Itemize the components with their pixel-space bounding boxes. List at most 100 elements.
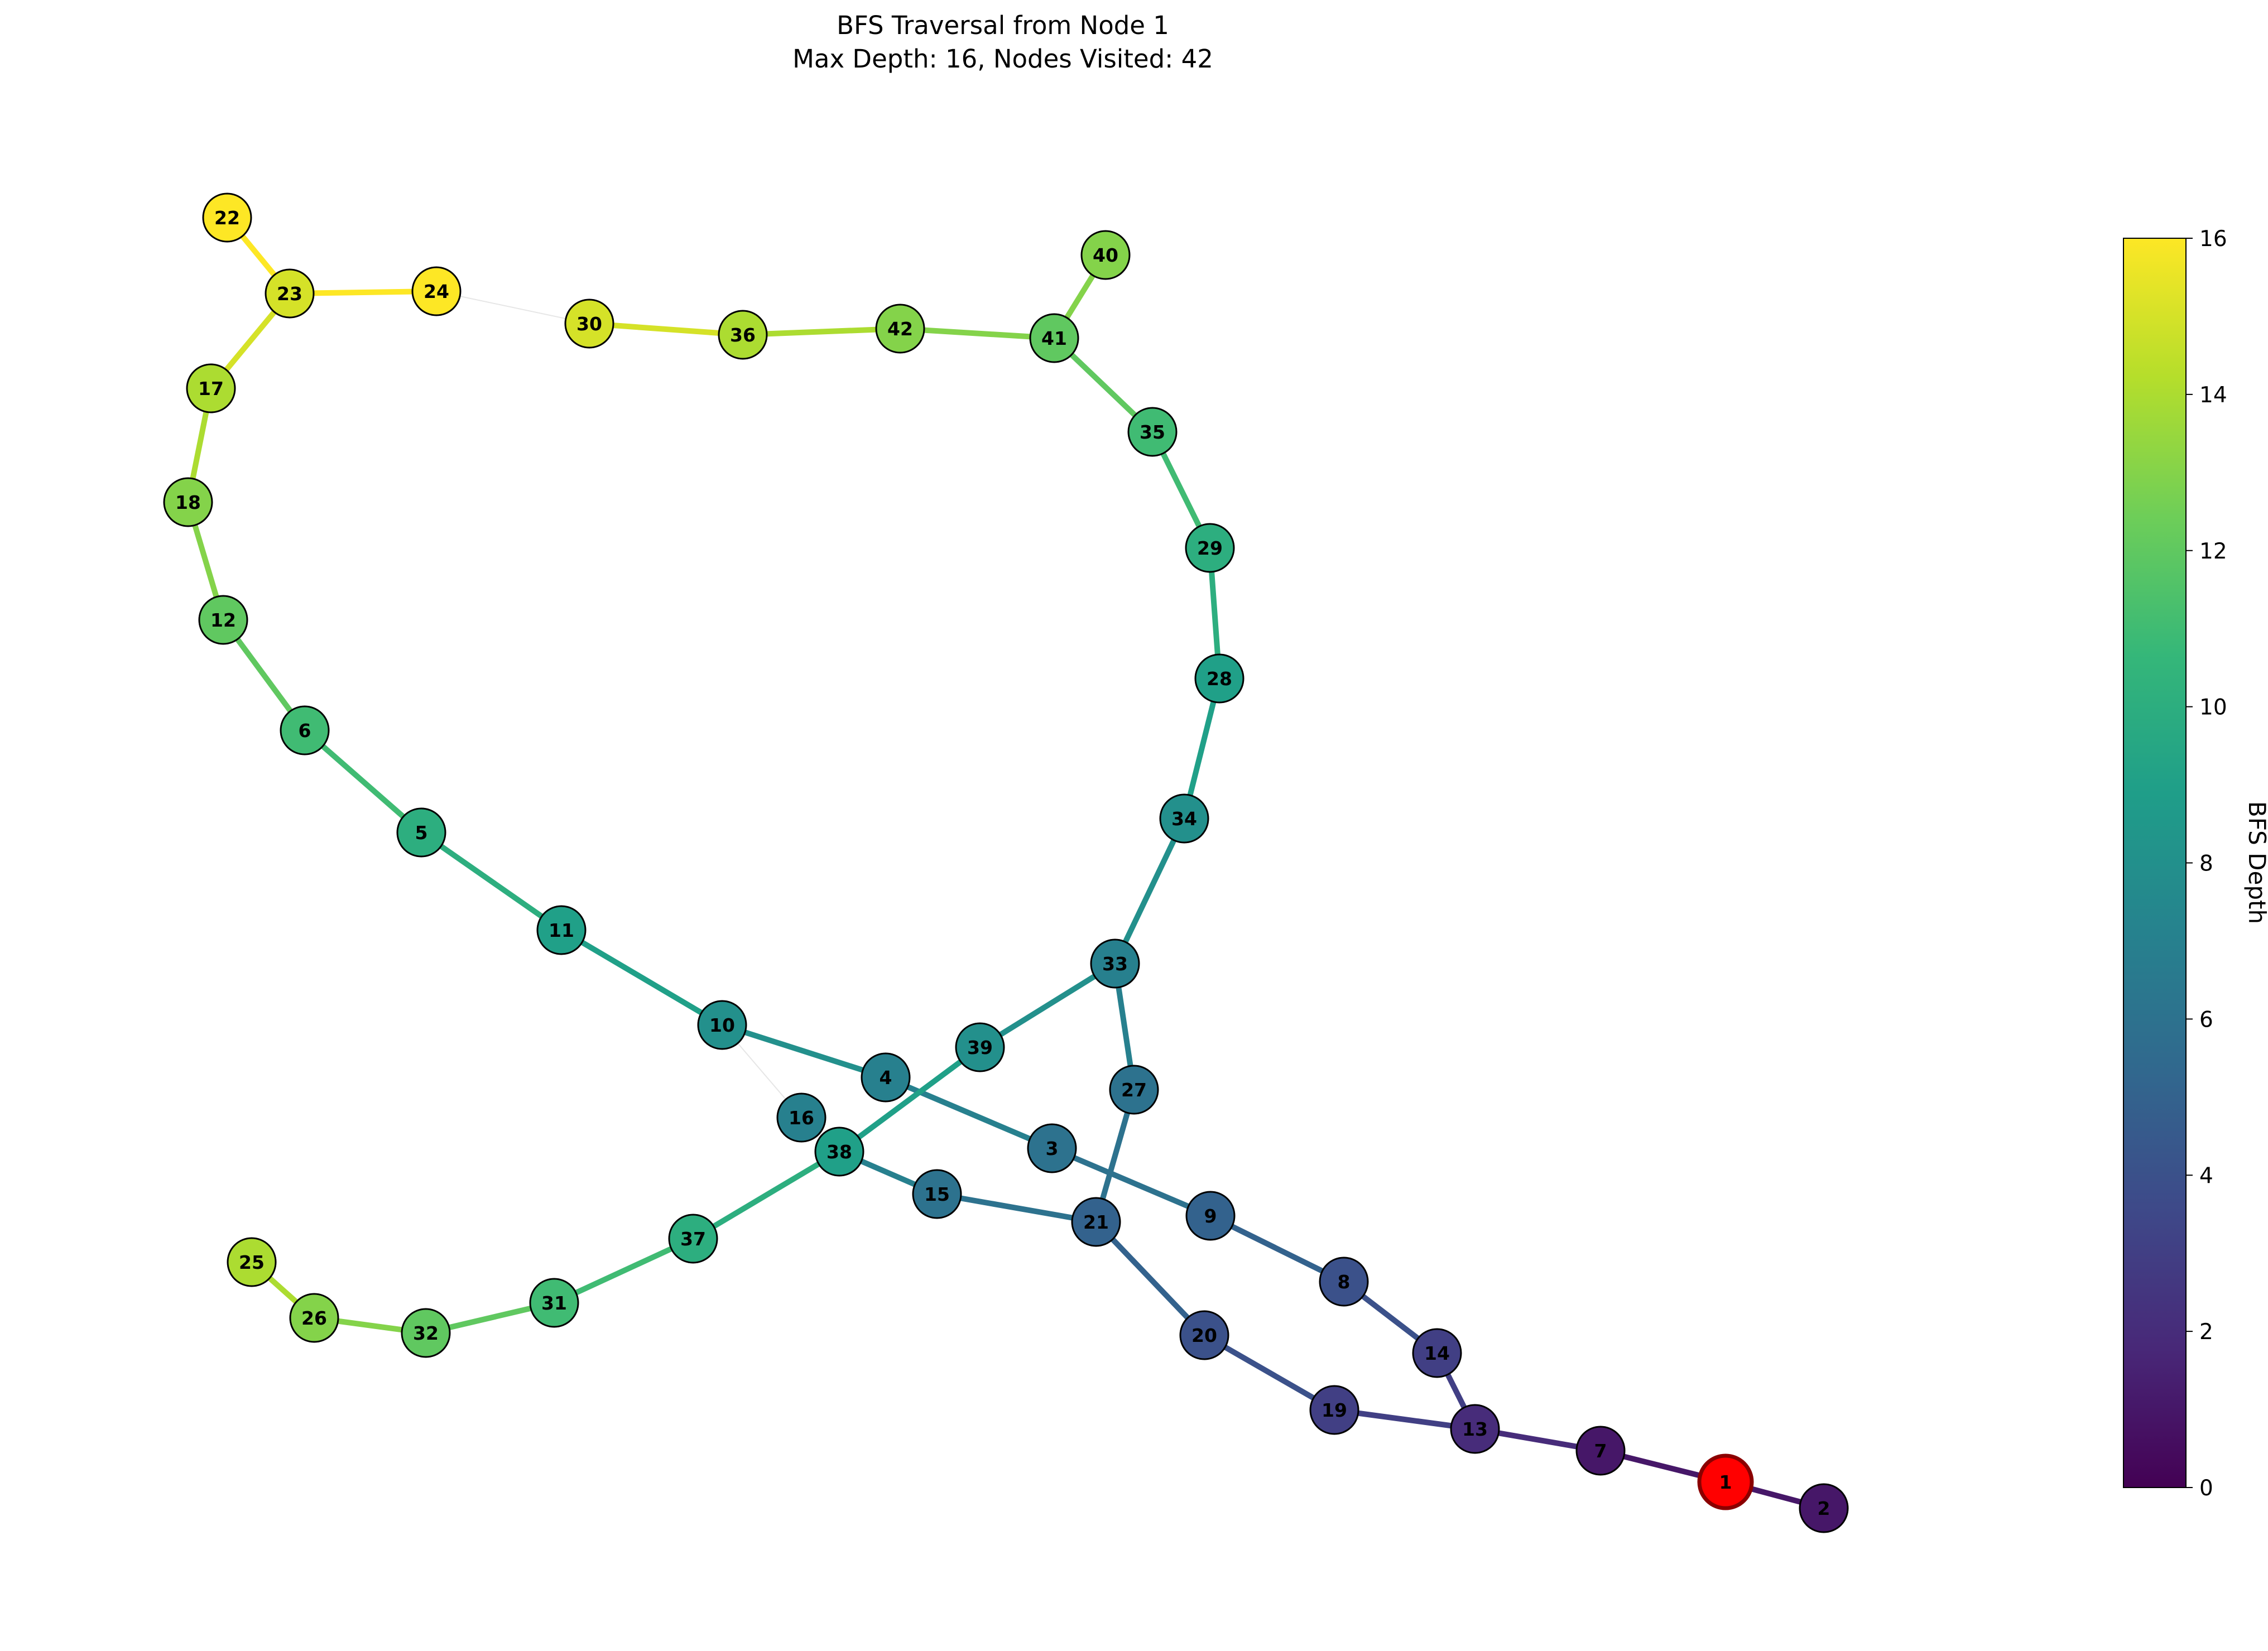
edge-39-38 xyxy=(837,1044,983,1154)
node-29: 29 xyxy=(1185,523,1235,573)
node-label-12: 12 xyxy=(210,609,236,631)
node-11: 11 xyxy=(536,905,587,955)
node-3: 3 xyxy=(1027,1123,1077,1173)
colorbar: 0 2 4 6 8 10 12 14 16 BFS Depth xyxy=(2123,227,2268,1501)
node-label-30: 30 xyxy=(576,313,602,335)
node-circle-34 xyxy=(1159,793,1209,844)
edge-10-11 xyxy=(559,927,725,1028)
edge-41-42 xyxy=(897,326,1057,341)
node-label-40: 40 xyxy=(1093,244,1118,266)
node-17: 17 xyxy=(186,363,236,413)
node-label-32: 32 xyxy=(413,1322,439,1344)
node-circle-24 xyxy=(411,266,462,316)
colorbar-tick-label-4: 4 xyxy=(2199,1163,2213,1188)
node-18: 18 xyxy=(163,477,213,527)
node-12: 12 xyxy=(198,595,248,645)
node-circle-15 xyxy=(912,1169,962,1219)
node-label-28: 28 xyxy=(1207,668,1232,690)
node-label-21: 21 xyxy=(1083,1211,1109,1233)
node-label-39: 39 xyxy=(967,1037,993,1058)
node-label-42: 42 xyxy=(887,318,913,340)
node-label-22: 22 xyxy=(214,207,240,229)
node-41: 41 xyxy=(1029,313,1079,363)
node-38: 38 xyxy=(814,1127,864,1177)
edge-33-39 xyxy=(977,961,1118,1050)
node-circle-4 xyxy=(861,1052,911,1103)
colorbar-ticks: 0 2 4 6 8 10 12 14 16 xyxy=(2186,227,2227,1501)
node-label-41: 41 xyxy=(1041,328,1067,349)
colorbar-tick-label-12: 12 xyxy=(2199,539,2227,564)
node-circle-13 xyxy=(1450,1404,1500,1454)
node-label-3: 3 xyxy=(1046,1138,1059,1159)
node-circle-2 xyxy=(1799,1483,1849,1533)
node-32: 32 xyxy=(401,1308,451,1358)
title-line-2: Max Depth: 16, Nodes Visited: 42 xyxy=(792,44,1213,74)
node-23: 23 xyxy=(265,268,315,319)
node-circle-41 xyxy=(1029,313,1079,363)
edge-9-3 xyxy=(1049,1145,1213,1219)
node-19: 19 xyxy=(1309,1385,1359,1435)
colorbar-tick-label-2: 2 xyxy=(2199,1320,2213,1345)
node-22: 22 xyxy=(202,192,252,243)
node-label-4: 4 xyxy=(880,1067,892,1089)
node-circle-30 xyxy=(564,299,614,349)
node-label-26: 26 xyxy=(301,1307,327,1329)
node-5: 5 xyxy=(396,807,446,858)
node-label-10: 10 xyxy=(709,1014,735,1036)
node-circle-12 xyxy=(198,595,248,645)
node-circle-29 xyxy=(1185,523,1235,573)
node-circle-27 xyxy=(1109,1065,1159,1115)
node-circle-16 xyxy=(776,1092,827,1143)
node-37: 37 xyxy=(668,1214,718,1264)
node-label-11: 11 xyxy=(549,920,574,941)
node-label-23: 23 xyxy=(277,283,302,305)
node-35: 35 xyxy=(1127,407,1178,457)
node-circle-17 xyxy=(186,363,236,413)
edge-4-10 xyxy=(719,1022,888,1080)
node-circle-33 xyxy=(1090,938,1140,989)
node-label-15: 15 xyxy=(924,1183,950,1205)
node-1: 1 xyxy=(1697,1453,1754,1510)
node-label-25: 25 xyxy=(239,1252,265,1273)
node-circle-3 xyxy=(1027,1123,1077,1173)
node-label-24: 24 xyxy=(424,281,449,302)
node-39: 39 xyxy=(955,1022,1005,1072)
node-circle-22 xyxy=(202,192,252,243)
node-21: 21 xyxy=(1071,1197,1121,1247)
node-label-2: 2 xyxy=(1818,1498,1830,1519)
node-25: 25 xyxy=(227,1237,277,1287)
node-circle-37 xyxy=(668,1214,718,1264)
node-42: 42 xyxy=(875,304,925,354)
node-label-34: 34 xyxy=(1171,808,1197,830)
node-circle-36 xyxy=(718,310,768,360)
node-circle-28 xyxy=(1194,653,1244,704)
node-circle-23 xyxy=(265,268,315,319)
node-label-14: 14 xyxy=(1424,1342,1450,1364)
node-label-29: 29 xyxy=(1197,537,1223,559)
node-label-5: 5 xyxy=(415,822,428,844)
node-circle-18 xyxy=(163,477,213,527)
node-circle-32 xyxy=(401,1308,451,1358)
node-26: 26 xyxy=(289,1293,339,1343)
title-line-1: BFS Traversal from Node 1 xyxy=(837,11,1169,40)
node-label-27: 27 xyxy=(1121,1079,1147,1101)
node-circle-8 xyxy=(1319,1257,1369,1307)
node-30: 30 xyxy=(564,299,614,349)
node-36: 36 xyxy=(718,310,768,360)
node-circle-1 xyxy=(1697,1453,1754,1510)
node-circle-5 xyxy=(396,807,446,858)
node-15: 15 xyxy=(912,1169,962,1219)
colorbar-tick-label-8: 8 xyxy=(2199,851,2213,877)
node-label-13: 13 xyxy=(1462,1418,1488,1440)
node-circle-31 xyxy=(529,1278,579,1328)
node-label-35: 35 xyxy=(1140,421,1165,443)
node-13: 13 xyxy=(1450,1404,1500,1454)
edge-38-37 xyxy=(690,1149,842,1241)
node-9: 9 xyxy=(1185,1191,1236,1241)
node-6: 6 xyxy=(280,705,330,755)
node-label-9: 9 xyxy=(1204,1205,1217,1227)
node-34: 34 xyxy=(1159,793,1209,844)
node-label-6: 6 xyxy=(299,720,311,742)
edge-37-31 xyxy=(551,1236,696,1306)
